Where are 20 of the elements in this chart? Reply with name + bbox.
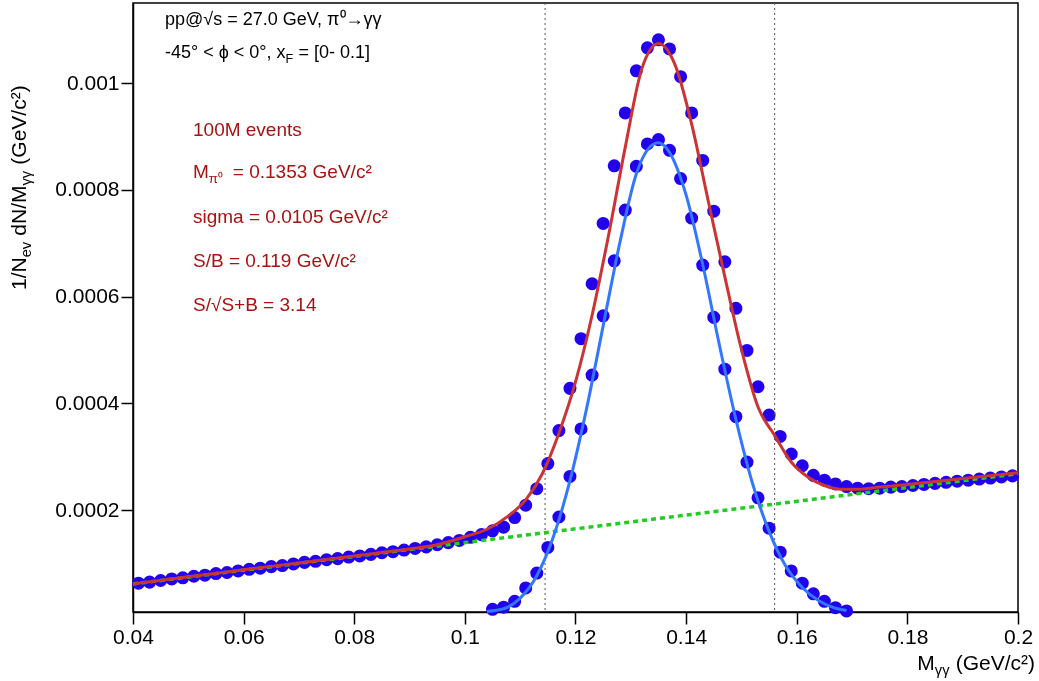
x-tick-label: 0.14: [666, 624, 708, 648]
y-tick-label: 0.0002: [55, 497, 120, 521]
x-tick-label: 0.04: [113, 624, 155, 648]
annotation: 100M events: [193, 119, 302, 140]
annotation: S/√S+B = 3.14: [193, 294, 317, 315]
x-tick-label: 0.18: [887, 624, 929, 648]
y-tick-label: 0.001: [66, 70, 120, 94]
x-tick-label: 0.08: [334, 624, 376, 648]
y-tick-label: 0.0008: [55, 177, 120, 201]
annotation: sigma = 0.0105 GeV/c²: [193, 206, 388, 227]
annotation: pp@√s = 27.0 GeV, π⁰→γγ: [165, 9, 382, 29]
x-tick-label: 0.16: [776, 624, 818, 648]
x-tick-label: 0.06: [223, 624, 265, 648]
x-tick-label: 0.1: [450, 624, 480, 648]
y-tick-label: 0.0004: [55, 390, 120, 414]
y-tick-label: 0.0006: [55, 284, 120, 308]
x-tick-label: 0.12: [555, 624, 597, 648]
annotation: S/B = 0.119 GeV/c²: [193, 250, 356, 271]
y-axis-title: 1/Nev dN/Mγγ (GeV/c²): [7, 85, 35, 290]
x-tick-label: 0.2: [1003, 624, 1034, 648]
